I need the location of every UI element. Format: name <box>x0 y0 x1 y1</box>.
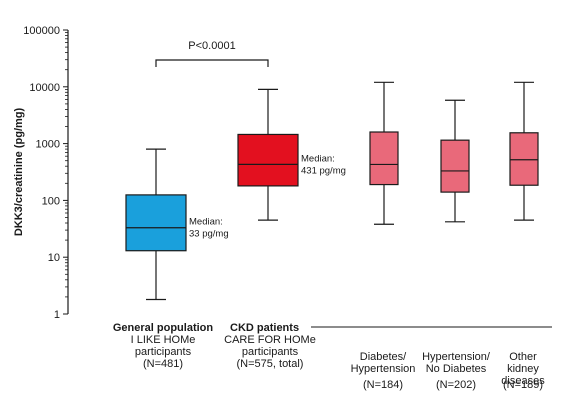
category-label: CARE FOR HOMe <box>224 334 316 346</box>
category-label: (N=202) <box>436 379 476 391</box>
category-label: Other <box>509 351 537 363</box>
y-axis-label: DKK3/creatinine (pg/mg) <box>13 107 25 236</box>
iqr-box <box>369 131 399 186</box>
iqr-box <box>509 132 539 186</box>
category-label: (N=184) <box>363 379 403 391</box>
category-label: No Diabetes <box>426 363 487 375</box>
iqr-box <box>440 139 470 193</box>
iqr-box <box>237 133 299 187</box>
category-label: participants <box>135 346 192 358</box>
median-annotation: Median: <box>189 217 223 228</box>
category-label: Diabetes/ <box>360 351 407 363</box>
p-value-label: P<0.0001 <box>188 40 235 52</box>
category-label: participants <box>242 346 299 358</box>
significance-bracket <box>155 59 269 67</box>
y-tick-label: 10000 <box>29 82 60 94</box>
category-label: (N=189) <box>503 379 543 391</box>
category-header: CKD patients <box>230 322 299 334</box>
category-label: diseases <box>501 375 545 387</box>
iqr-box <box>125 194 187 252</box>
category-label: I LIKE HOMe <box>131 334 196 346</box>
y-tick-label: 100000 <box>23 25 60 37</box>
category-label: Hypertension/ <box>422 351 491 363</box>
category-label: kidney <box>507 363 539 375</box>
y-tick-label: 1000 <box>36 139 60 151</box>
median-annotation: 431 pg/mg <box>301 165 346 176</box>
category-label: Hypertension <box>351 363 416 375</box>
y-tick-label: 1 <box>54 309 60 321</box>
category-header: General population <box>113 322 214 334</box>
y-tick-label: 10 <box>48 252 60 264</box>
category-label: (N=481) <box>143 358 183 370</box>
category-label: (N=575, total) <box>237 358 304 370</box>
median-annotation: 33 pg/mg <box>189 229 229 240</box>
y-tick-label: 100 <box>42 195 60 207</box>
median-annotation: Median: <box>301 153 335 164</box>
